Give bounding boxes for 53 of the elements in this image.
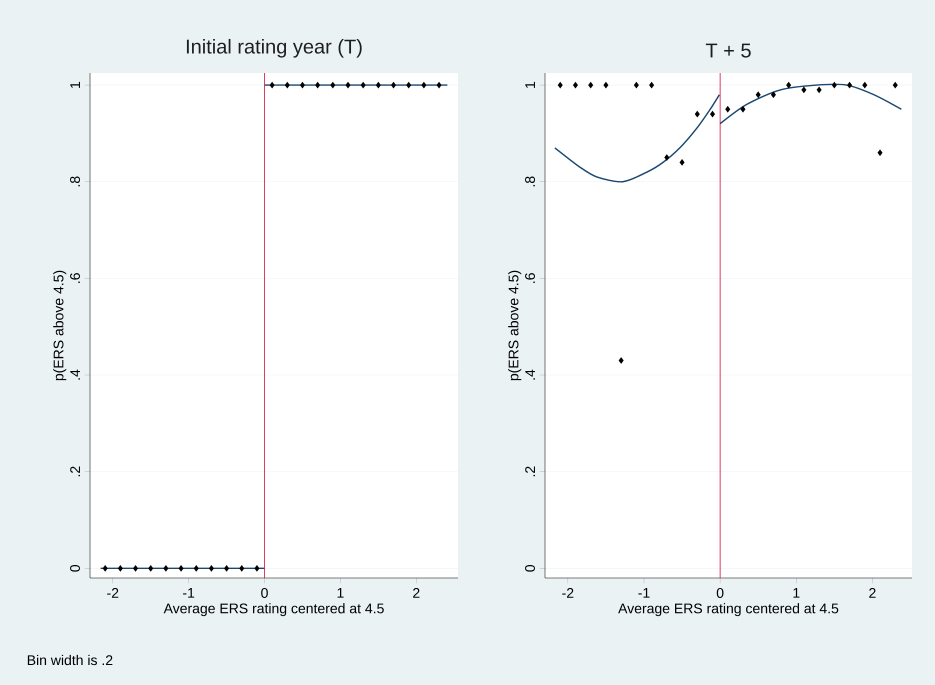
point <box>756 92 761 98</box>
point <box>634 82 639 88</box>
y-tick-label: .6 <box>525 273 535 283</box>
point <box>892 82 898 88</box>
y-tick-label: .8 <box>525 176 535 186</box>
point <box>786 82 792 88</box>
x-tick-label: 1 <box>793 588 800 598</box>
x-tick-label: 2 <box>413 588 420 598</box>
point <box>801 86 806 94</box>
point <box>725 106 730 112</box>
point <box>649 82 654 88</box>
y-axis-title: p(ERS above 4.5) <box>53 270 66 380</box>
point <box>694 110 700 118</box>
point <box>664 154 670 161</box>
point <box>603 82 608 88</box>
point <box>558 82 563 88</box>
y-tick-label: .8 <box>70 176 80 186</box>
x-tick-label: -1 <box>183 588 194 598</box>
point <box>847 82 852 88</box>
line-series <box>554 94 720 183</box>
point <box>770 92 776 98</box>
y-tick-label: .2 <box>70 466 80 476</box>
x-tick-label: -2 <box>107 588 118 598</box>
x-tick-label: -1 <box>638 588 650 598</box>
point <box>588 82 594 88</box>
y-axis-title: p(ERS above 4.5) <box>508 270 522 380</box>
text: Bin width is .2 <box>28 654 112 666</box>
y-tick-label: .6 <box>70 273 80 283</box>
x-tick-label: 0 <box>716 588 724 598</box>
point <box>816 86 822 94</box>
point <box>832 82 837 88</box>
y-tick-label: 1 <box>70 82 80 88</box>
point <box>680 159 685 166</box>
y-tick-label: .2 <box>525 466 535 476</box>
y-tick-label: .4 <box>525 370 535 380</box>
y-tick-label: 0 <box>70 564 80 572</box>
x-tick-label: 2 <box>869 588 876 598</box>
y-tick-label: 0 <box>525 564 535 572</box>
x-tick-label: 1 <box>338 588 344 598</box>
point <box>878 150 882 156</box>
y-tick-label: 1 <box>525 82 535 88</box>
point <box>618 357 624 364</box>
chart-title: T + 5 <box>706 44 751 58</box>
x-axis-title: Average ERS rating centered at 4.5 <box>164 603 384 616</box>
x-tick-label: -2 <box>562 588 574 598</box>
y-tick-label: .4 <box>70 370 80 380</box>
x-axis-title: Average ERS rating centered at 4.5 <box>618 603 838 616</box>
point <box>740 106 746 112</box>
point <box>572 82 578 88</box>
chart-title: Initial rating year (T) <box>186 38 362 58</box>
point <box>710 110 715 118</box>
x-tick-label: 0 <box>261 588 268 598</box>
point <box>862 82 868 88</box>
